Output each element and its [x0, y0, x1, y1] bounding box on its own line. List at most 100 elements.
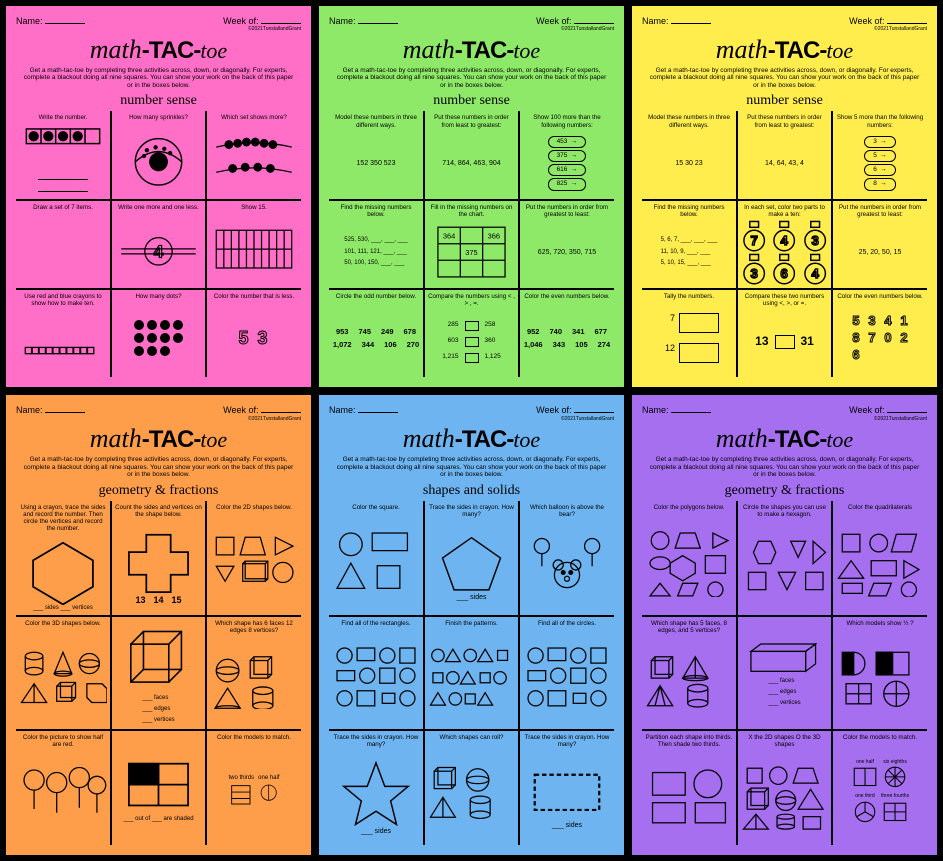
- activity-cell: ___ faces___ edges___ vertices: [737, 616, 832, 731]
- illustration: [332, 643, 420, 712]
- illustration: 6: [771, 253, 797, 285]
- cell-title: Color the polygons below.: [645, 504, 733, 511]
- cell-title: Compare the numbers using < , > , =.: [428, 293, 515, 307]
- cell-title: Find the missing numbers below.: [332, 204, 420, 218]
- activity-cell: Color the even numbers below. 9527403416…: [519, 289, 614, 378]
- illustration: 4: [115, 224, 202, 274]
- activity-cell: Show 100 more than the following numbers…: [519, 111, 614, 200]
- illustration: [228, 782, 254, 808]
- activity-cell: Model these numbers in three different w…: [642, 111, 737, 200]
- activity-cell: Using a crayon, trace the sides and reco…: [16, 501, 111, 616]
- activity-cell: Circle the odd number below. 95374524967…: [329, 289, 424, 378]
- copyright: ©2021TunstallandGrant: [642, 417, 927, 423]
- cell-title: Circle the odd number below.: [332, 293, 420, 300]
- cell-title: Partition each shape into thirds. Then s…: [645, 734, 733, 748]
- svg-text:4: 4: [781, 233, 789, 248]
- page-title: math-TAC-toe: [329, 35, 614, 65]
- illustration: [19, 646, 107, 709]
- illustration: [741, 535, 828, 597]
- activity-cell: Which set shows more?: [206, 111, 301, 200]
- cell-title: Which set shows more?: [210, 114, 298, 121]
- activity-cell: Color the 3D shapes below.: [16, 616, 111, 731]
- cell-title: Fill in the missing numbers on the chart…: [428, 204, 515, 218]
- cell-title: Color the quadrilaterals: [836, 504, 924, 511]
- activity-cell: Trace the sides in crayon. How many? ___…: [329, 730, 424, 845]
- activity-cell: Color the polygons below.: [642, 501, 737, 616]
- subtitle: shapes and solids: [329, 483, 614, 499]
- tictactoe-grid: Using a crayon, trace the sides and reco…: [16, 501, 301, 845]
- cell-title: Trace the sides in crayon. How many?: [332, 734, 420, 748]
- worksheet-pink: Name: Week of: ©2021TunstallandGrant mat…: [6, 6, 311, 387]
- activity-cell: Put these numbers in order from least to…: [737, 111, 832, 200]
- illustration: [428, 643, 515, 711]
- illustration: [210, 224, 298, 274]
- activity-cell: Find all of the rectangles.: [329, 616, 424, 731]
- activity-cell: Draw a set of 7 items.: [16, 200, 111, 289]
- instructions: Get a math-tac-toe by completing three a…: [329, 456, 614, 482]
- cell-title: Put the numbers in order from greatest t…: [523, 204, 611, 218]
- tictactoe-grid: Model these numbers in three different w…: [642, 111, 927, 377]
- illustration: [851, 765, 879, 789]
- header-row: Name: Week of:: [642, 14, 927, 26]
- week-field: Week of:: [536, 14, 614, 26]
- illustration: [332, 528, 420, 597]
- illustration: [428, 529, 515, 594]
- activity-cell: Partition each shape into thirds. Then s…: [642, 730, 737, 845]
- activity-cell: Trace the sides in crayon. How many? ___…: [519, 730, 614, 845]
- copyright: ©2021TunstallandGrant: [642, 27, 927, 33]
- activity-cell: Which shapes can roll?: [424, 730, 519, 845]
- subtitle: number sense: [16, 93, 301, 109]
- activity-cell: Fill in the missing numbers on the chart…: [424, 200, 519, 289]
- week-field: Week of:: [849, 403, 927, 415]
- name-field: Name:: [642, 14, 711, 26]
- activity-cell: Tally the numbers. 712: [642, 289, 737, 378]
- illustration: [210, 132, 298, 189]
- illustration: [881, 800, 909, 824]
- illustration: [258, 782, 279, 803]
- activity-cell: Finish the patterns.: [424, 616, 519, 731]
- week-field: Week of:: [223, 403, 301, 415]
- activity-cell: Model these numbers in three different w…: [329, 111, 424, 200]
- tictactoe-grid: Color the polygons below. Circle the sha…: [642, 501, 927, 845]
- illustration: 4: [802, 253, 828, 285]
- svg-text:366: 366: [488, 232, 500, 241]
- subtitle: number sense: [329, 93, 614, 109]
- cell-title: Which models show ½ ?: [836, 620, 924, 627]
- cell-title: In each set, color two parts to make a t…: [741, 204, 828, 218]
- activity-cell: Color the picture to show half are red.: [16, 730, 111, 845]
- svg-text:6: 6: [781, 265, 788, 280]
- illustration: [115, 127, 202, 192]
- cell-title: Find all of the rectangles.: [332, 620, 420, 627]
- header-row: Name: Week of:: [16, 403, 301, 415]
- worksheet-orange: Name: Week of: ©2021TunstallandGrant mat…: [6, 395, 311, 855]
- tictactoe-grid: Color the square. Trace the sides in cra…: [329, 501, 614, 845]
- cell-title: Write the number.: [19, 114, 107, 121]
- cell-title: Color the 2D shapes below.: [210, 504, 298, 511]
- activity-cell: Find the missing numbers below. 525, 530…: [329, 200, 424, 289]
- cell-title: How many dots?: [115, 293, 202, 300]
- instructions: Get a math-tac-toe by completing three a…: [16, 67, 301, 93]
- illustration: 3: [802, 220, 828, 252]
- instructions: Get a math-tac-toe by completing three a…: [642, 67, 927, 93]
- illustration: [115, 526, 202, 596]
- cell-title: Model these numbers in three different w…: [645, 114, 733, 128]
- activity-cell: Put the numbers in order from greatest t…: [832, 200, 927, 289]
- cell-title: Using a crayon, trace the sides and reco…: [19, 504, 107, 533]
- illustration: [836, 528, 924, 597]
- illustration: [332, 757, 420, 827]
- header-row: Name: Week of:: [329, 14, 614, 26]
- cell-title: Tally the numbers.: [645, 293, 733, 300]
- activity-cell: Show 15.: [206, 200, 301, 289]
- illustration: [741, 639, 828, 676]
- name-field: Name:: [329, 403, 398, 415]
- illustration: [19, 534, 107, 604]
- cell-title: Put these numbers in order from least to…: [428, 114, 515, 128]
- activity-cell: Color the models to match. one halfsix e…: [832, 730, 927, 845]
- illustration: [523, 531, 611, 600]
- illustration: [210, 653, 298, 710]
- cell-title: How many sprinkles?: [115, 114, 202, 121]
- cell-title: Draw a set of 7 items.: [19, 204, 107, 211]
- page-title: math-TAC-toe: [16, 35, 301, 65]
- cell-title: Find the missing numbers below.: [645, 204, 733, 218]
- week-field: Week of:: [536, 403, 614, 415]
